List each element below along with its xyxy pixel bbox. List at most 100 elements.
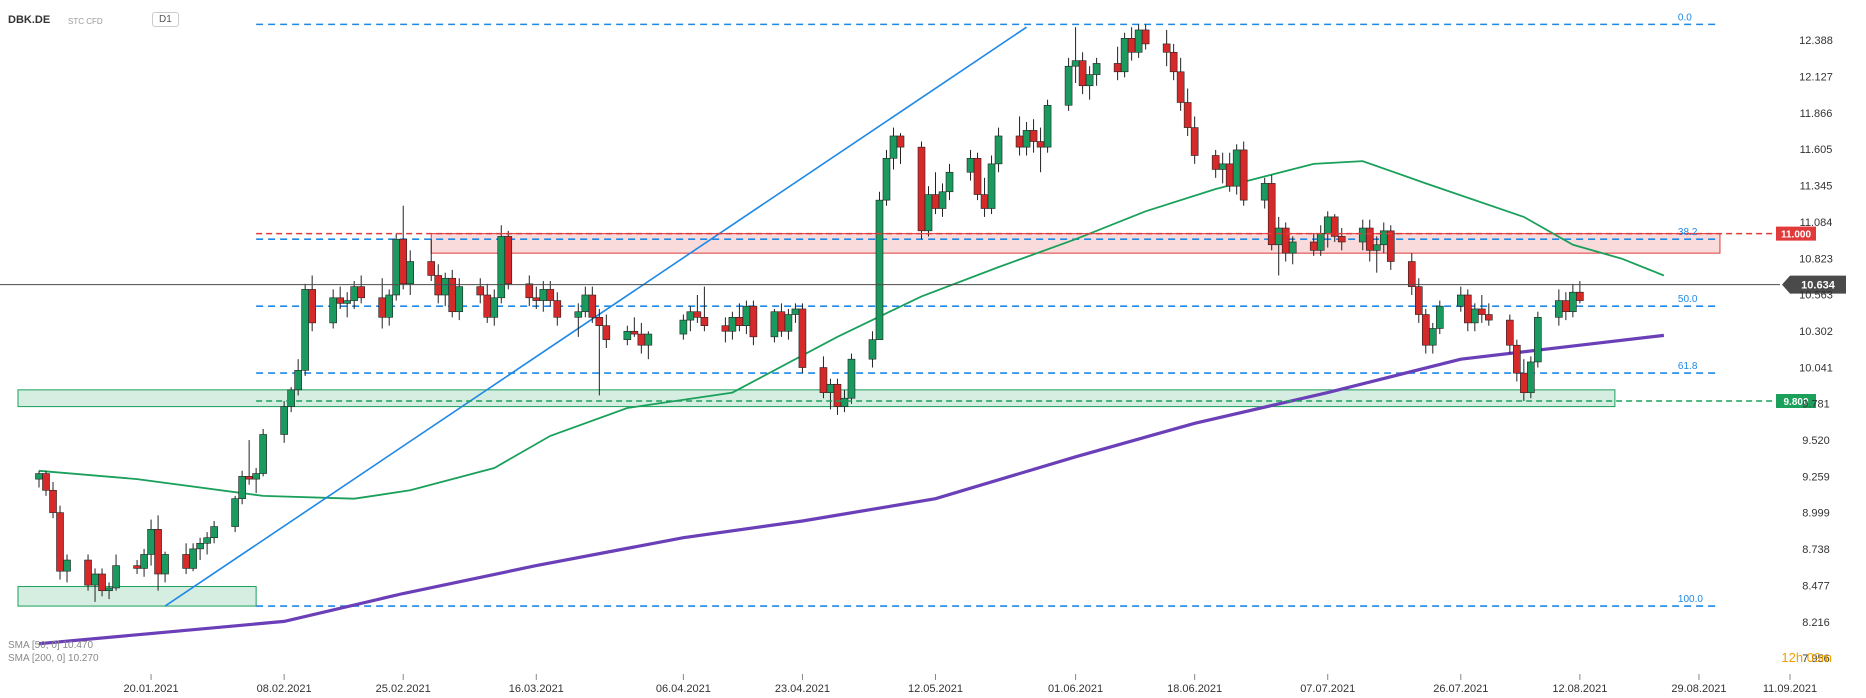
candle-body-144 (1464, 294, 1472, 324)
candle-body-63 (644, 333, 653, 346)
candle-body-43 (448, 277, 457, 313)
x-tick-13: 11.09.2021 (1763, 683, 1817, 695)
candle-body-130 (1323, 216, 1332, 234)
candle-body-12 (147, 529, 155, 555)
candle-body-2 (49, 489, 57, 513)
candle-body-87 (896, 135, 905, 148)
x-axis: 20.01.2021 08.02.2021 25.02.2021 16.03.2021… (124, 674, 1817, 695)
candle-body-28 (301, 289, 309, 371)
zones-layer (17, 233, 1721, 607)
candle-body-82 (847, 358, 856, 399)
level-label-1: 9.800 (1783, 397, 1808, 408)
candle-body-37 (392, 238, 401, 296)
candle-body-127 (1288, 241, 1297, 254)
candle-body-98 (1015, 135, 1024, 148)
candle-body-6 (91, 573, 99, 586)
candle-body-21 (238, 476, 246, 499)
candle-body-103 (1064, 65, 1073, 106)
legend-sma50[interactable]: SMA [50, 0] 10.470 (8, 640, 93, 651)
candle-body-42 (441, 277, 450, 296)
candle-body-155 (1569, 291, 1577, 313)
candle-body-51 (532, 297, 541, 301)
x-tick-0: 20.01.2021 (124, 683, 179, 695)
candle-body-57 (588, 294, 597, 318)
candle-body-108 (1113, 63, 1122, 73)
fib-label-2: 50.0 (1678, 294, 1698, 305)
candle-body-77 (798, 308, 807, 368)
candle-body-117 (1190, 127, 1199, 156)
candle-body-62 (637, 333, 646, 346)
candle-body-120 (1225, 163, 1234, 187)
y-tick-15: 8.477 (1802, 581, 1830, 593)
candle-body-70 (735, 317, 744, 326)
candle-body-53 (546, 289, 555, 301)
y-tick-6: 10.823 (1799, 253, 1833, 265)
candle-body-152 (1534, 317, 1542, 363)
y-tick-2: 11.866 (1800, 108, 1833, 120)
candle-body-36 (385, 294, 394, 318)
candle-body-149 (1513, 344, 1521, 374)
sma200-line (38, 333, 1665, 646)
level-badge-0 (1776, 226, 1816, 241)
candle-body-72 (749, 305, 758, 338)
x-tick-3: 16.03.2021 (509, 683, 564, 695)
y-axis: 12.388 12.127 11.866 11.605 11.345 11.084 10.8… (1799, 35, 1833, 665)
candle-body-23 (252, 473, 260, 480)
y-tick-4: 11.345 (1800, 180, 1833, 192)
candle-body-122 (1239, 149, 1248, 201)
candle-body-67 (700, 317, 709, 326)
candle-body-92 (945, 171, 954, 193)
y-tick-13: 8.999 (1802, 508, 1830, 520)
candle-body-89 (924, 194, 933, 232)
legend-sma200-text: SMA [200, 0] 10.270 (8, 653, 99, 664)
timeframe-selector[interactable]: D1 (152, 12, 179, 27)
candle-body-14 (161, 554, 169, 575)
candle-body-111 (1134, 29, 1143, 53)
candle-body-9 (112, 565, 120, 589)
y-tick-9: 10.041 (1799, 362, 1833, 374)
candle-body-126 (1281, 227, 1290, 254)
y-tick-11: 9.520 (1802, 435, 1830, 447)
candle-body-132 (1337, 236, 1346, 243)
candle-body-118 (1211, 155, 1220, 170)
moving-averages-layer (38, 160, 1665, 646)
candle-body-85 (882, 157, 891, 201)
x-tick-1: 08.02.2021 (257, 683, 312, 695)
candle-body-34 (357, 286, 365, 299)
instrument-type-label: STC CFD (68, 17, 103, 26)
candle-body-7 (98, 573, 106, 592)
candle-body-25 (280, 406, 288, 435)
candle-body-18 (203, 537, 211, 544)
candle-body-112 (1141, 29, 1150, 45)
candle-body-114 (1169, 51, 1178, 73)
candle-body-35 (378, 297, 387, 318)
x-tick-2: 25.02.2021 (376, 683, 431, 695)
candle-body-65 (686, 311, 695, 321)
current-price-badge (1782, 275, 1846, 294)
candle-body-102 (1043, 104, 1052, 148)
candle-body-142 (1435, 305, 1444, 329)
candle-body-140 (1421, 314, 1430, 346)
candle-body-48 (497, 236, 506, 299)
candle-body-90 (931, 194, 940, 209)
candle-body-33 (350, 286, 358, 301)
fib-label-4: 100.0 (1678, 594, 1703, 605)
y-tick-10: 9.781 (1802, 399, 1830, 411)
candle-body-95 (980, 194, 989, 209)
candle-body-39 (406, 261, 415, 285)
legend-sma200[interactable]: SMA [200, 0] 10.270 (8, 653, 99, 664)
candle-body-141 (1428, 328, 1437, 346)
y-tick-7: 10.563 (1799, 290, 1833, 302)
candle-body-147 (1485, 314, 1493, 321)
fib-label-0: 0.0 (1678, 12, 1692, 23)
sma50-line (38, 160, 1665, 500)
candle-body-97 (994, 135, 1003, 165)
candle-body-83 (868, 339, 877, 360)
candle-body-22 (245, 476, 253, 480)
candle-body-107 (1092, 63, 1101, 75)
candle-body-64 (679, 319, 688, 335)
candle-body-54 (553, 300, 562, 318)
candle-body-50 (525, 283, 534, 299)
candle-body-47 (490, 297, 499, 318)
